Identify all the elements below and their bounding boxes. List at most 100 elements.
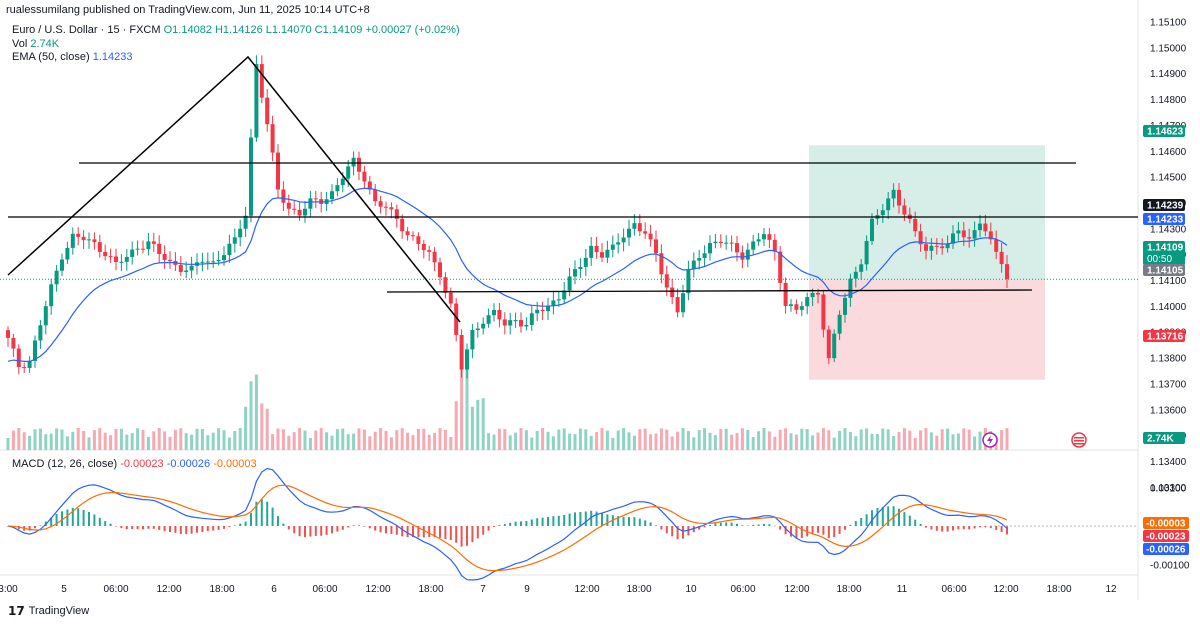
candle[interactable] xyxy=(810,292,815,298)
candle[interactable] xyxy=(945,243,950,249)
candle[interactable] xyxy=(686,269,691,294)
candle[interactable] xyxy=(519,320,523,327)
tradingview-logo-icon[interactable]: 𝟭𝟳 xyxy=(8,604,25,618)
candle[interactable] xyxy=(297,209,302,216)
candle[interactable] xyxy=(65,247,70,260)
candle[interactable] xyxy=(924,244,928,251)
candle[interactable] xyxy=(546,306,550,312)
candle[interactable] xyxy=(843,297,847,315)
candle[interactable] xyxy=(16,348,21,368)
candle[interactable] xyxy=(762,234,766,240)
ema-label[interactable]: EMA (50, close) xyxy=(12,51,90,63)
candle[interactable] xyxy=(184,270,189,272)
candle[interactable] xyxy=(621,237,626,243)
candle[interactable] xyxy=(594,245,599,253)
price-tag[interactable] xyxy=(1143,213,1185,225)
candle[interactable] xyxy=(708,243,712,254)
candle[interactable] xyxy=(864,241,869,265)
candle[interactable] xyxy=(756,239,761,242)
candle[interactable] xyxy=(643,231,648,234)
candle[interactable] xyxy=(983,223,988,232)
candle[interactable] xyxy=(934,245,939,247)
candle[interactable] xyxy=(119,261,124,263)
candle[interactable] xyxy=(578,266,583,270)
macd-tag[interactable] xyxy=(1143,517,1189,529)
candle[interactable] xyxy=(362,171,367,182)
candle[interactable] xyxy=(832,333,837,359)
candle[interactable] xyxy=(627,228,631,238)
candle[interactable] xyxy=(33,340,37,361)
candle[interactable] xyxy=(492,309,496,316)
candle[interactable] xyxy=(799,306,804,310)
candle[interactable] xyxy=(114,256,118,262)
candle[interactable] xyxy=(232,237,237,244)
candle[interactable] xyxy=(632,223,637,229)
candle[interactable] xyxy=(389,207,394,210)
stop-zone[interactable] xyxy=(809,279,1045,380)
candle[interactable] xyxy=(270,124,275,153)
candle[interactable] xyxy=(87,239,91,241)
candle[interactable] xyxy=(837,314,842,334)
candle[interactable] xyxy=(751,241,756,250)
candle[interactable] xyxy=(22,367,27,369)
candle[interactable] xyxy=(713,241,718,244)
candle[interactable] xyxy=(724,242,729,244)
candle[interactable] xyxy=(135,248,140,250)
candle[interactable] xyxy=(886,198,891,211)
candle[interactable] xyxy=(38,325,43,341)
candle[interactable] xyxy=(373,189,378,202)
candle[interactable] xyxy=(994,239,999,252)
candle[interactable] xyxy=(988,231,993,240)
candle[interactable] xyxy=(97,242,102,252)
candle[interactable] xyxy=(249,137,253,216)
candle[interactable] xyxy=(999,251,1004,265)
candle[interactable] xyxy=(189,265,194,271)
candle[interactable] xyxy=(303,208,307,216)
candle[interactable] xyxy=(718,241,723,244)
candle[interactable] xyxy=(529,313,534,325)
candle[interactable] xyxy=(411,235,415,237)
candle[interactable] xyxy=(243,215,248,229)
candle[interactable] xyxy=(238,228,243,238)
candle[interactable] xyxy=(157,243,162,255)
candle[interactable] xyxy=(913,218,918,232)
candle[interactable] xyxy=(978,223,982,231)
candle[interactable] xyxy=(826,329,831,359)
candle[interactable] xyxy=(670,287,675,298)
candle[interactable] xyxy=(162,254,167,260)
candle[interactable] xyxy=(745,249,750,260)
candle[interactable] xyxy=(897,189,901,206)
macd-label[interactable]: MACD (12, 26, close) xyxy=(12,458,118,470)
candle[interactable] xyxy=(470,329,475,350)
candle[interactable] xyxy=(929,245,934,251)
candle[interactable] xyxy=(740,252,745,260)
candle[interactable] xyxy=(664,274,669,288)
candle[interactable] xyxy=(805,297,810,307)
candle[interactable] xyxy=(443,277,448,293)
candle[interactable] xyxy=(227,243,232,256)
candle[interactable] xyxy=(421,243,426,251)
candle[interactable] xyxy=(211,261,216,263)
candle[interactable] xyxy=(562,290,567,300)
candle[interactable] xyxy=(6,330,10,338)
price-tag[interactable] xyxy=(1143,241,1185,265)
candle[interactable] xyxy=(870,218,874,242)
price-tag[interactable] xyxy=(1143,330,1185,342)
candle[interactable] xyxy=(254,64,259,138)
candle[interactable] xyxy=(891,189,896,199)
candle[interactable] xyxy=(821,294,826,330)
candle[interactable] xyxy=(524,324,529,327)
candle[interactable] xyxy=(81,236,86,241)
candle[interactable] xyxy=(308,198,313,209)
symbol-label[interactable]: Euro / U.S. Dollar · 15 · FXCM xyxy=(12,24,161,36)
candle[interactable] xyxy=(432,251,437,263)
candle[interactable] xyxy=(454,303,459,335)
candle[interactable] xyxy=(400,218,405,232)
candle[interactable] xyxy=(961,230,966,238)
macd-tag[interactable] xyxy=(1143,543,1189,555)
candle[interactable] xyxy=(600,252,604,258)
candle[interactable] xyxy=(168,259,172,261)
candle[interactable] xyxy=(313,198,318,200)
candle[interactable] xyxy=(902,205,907,215)
candle[interactable] xyxy=(967,237,972,239)
